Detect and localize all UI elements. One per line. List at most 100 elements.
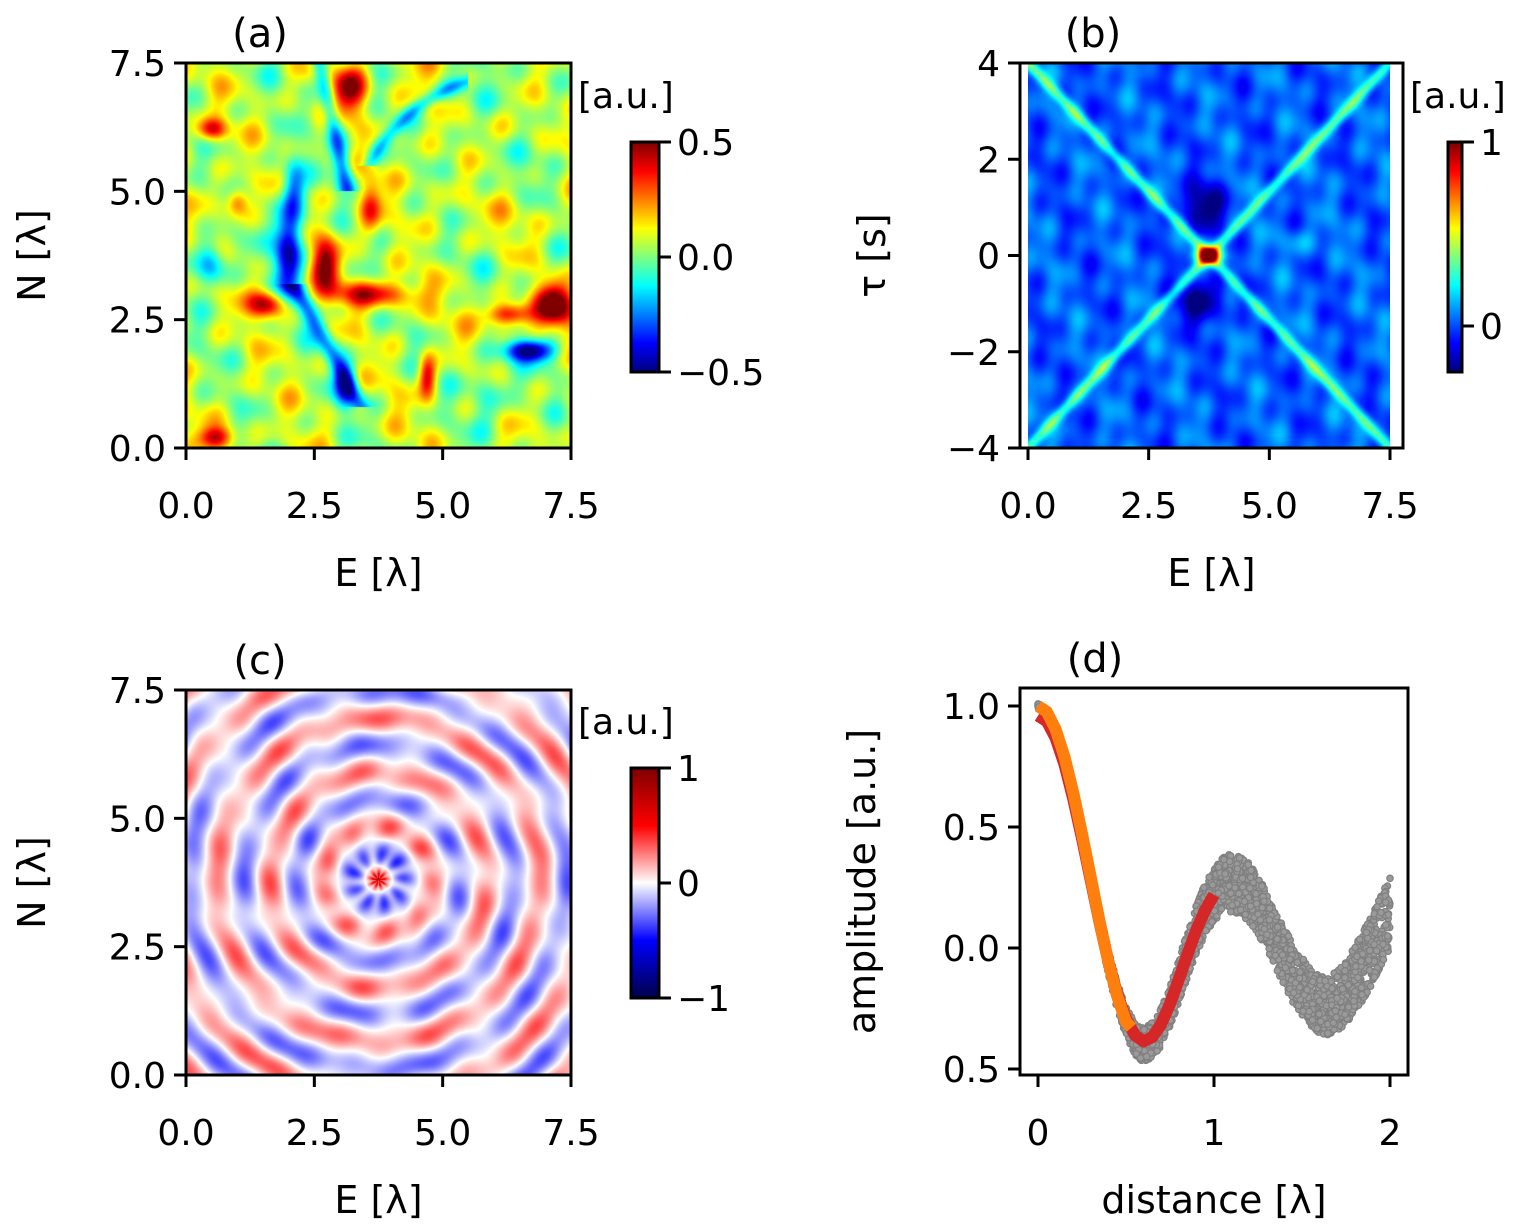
scatter-point [1200, 883, 1208, 892]
scatter-point [1315, 997, 1324, 1005]
colorbar-tick-label: 1 [1480, 123, 1503, 164]
scatter-point [1225, 857, 1234, 866]
scatter-point [1313, 1024, 1322, 1033]
scatter-point [1273, 966, 1282, 975]
axis-padding [1390, 63, 1403, 448]
y-axis-label: τ [s] [850, 213, 894, 297]
scatter-point [1258, 903, 1267, 912]
scatter-point [1353, 952, 1361, 961]
scatter-point [1286, 955, 1294, 964]
y-tick-label: 5.0 [109, 172, 166, 213]
scatter-point [1366, 982, 1375, 991]
heatmap-a [186, 63, 571, 448]
x-tick-label: 0.0 [157, 1113, 214, 1154]
scatter-point [1350, 997, 1358, 1005]
scatter-point [1364, 956, 1373, 964]
y-tick-label: −2 [947, 333, 1000, 374]
y-tick-label: 0.5 [943, 808, 1000, 849]
scatter-point [1252, 889, 1260, 898]
scatter-point [1241, 910, 1250, 919]
x-axis-label: E [λ] [334, 551, 422, 595]
scatter-point [1140, 1025, 1148, 1034]
scatter-point [1244, 860, 1252, 869]
scatter-point [1260, 897, 1268, 906]
scatter-point [1231, 884, 1239, 892]
scatter-point [1273, 923, 1282, 931]
panel-label: (d) [1067, 636, 1124, 682]
scatter-point [1351, 987, 1359, 996]
x-tick-label: 2.5 [286, 486, 343, 527]
x-tick-label: 2 [1379, 1113, 1402, 1154]
scatter-point [1381, 898, 1390, 907]
colorbar-tick-label: 0.0 [677, 238, 734, 279]
colorbar-c [631, 768, 659, 998]
heatmap-c [186, 690, 571, 1075]
scatter-point [1294, 1001, 1303, 1010]
scatter-point [1279, 978, 1287, 987]
scatter-point [1303, 985, 1311, 994]
scatter-point [1235, 854, 1244, 862]
y-tick-label: 0.5 [943, 1050, 1000, 1091]
scatter-point [1221, 870, 1229, 878]
scatter-point [1328, 984, 1336, 993]
scatter-point [1316, 1017, 1325, 1026]
scatter-point [1327, 977, 1336, 986]
scatter-point [1233, 864, 1242, 873]
scatter-point [1214, 863, 1223, 871]
colorbar-label: [a.u.] [1410, 76, 1506, 117]
scatter-point [1228, 901, 1236, 910]
scatter-point [1299, 955, 1308, 964]
colorbar-tick-label: 0 [1480, 307, 1503, 348]
y-tick-label: 5.0 [109, 799, 166, 840]
scatter-point [1383, 932, 1392, 940]
scatter-point [1246, 873, 1255, 882]
x-tick-label: 2.5 [286, 1113, 343, 1154]
scatter-point [1246, 884, 1254, 892]
scatter-point [1208, 918, 1216, 926]
plot-frame [184, 61, 573, 450]
scatter-point [1370, 973, 1379, 981]
scatter-point [1258, 882, 1266, 890]
plot-frame [1018, 61, 1405, 450]
colorbar-label: [a.u.] [578, 76, 674, 117]
scatter-point [1296, 968, 1304, 976]
plot-frame [184, 688, 573, 1077]
scatter-point [1355, 935, 1364, 944]
y-tick-label: 0.0 [943, 929, 1000, 970]
scatter-point [1329, 1019, 1338, 1027]
scatter-point [1341, 960, 1350, 969]
x-tick-label: 7.5 [1361, 486, 1418, 527]
scatter-point [1136, 1054, 1145, 1062]
y-tick-label: 7.5 [109, 671, 166, 712]
scatter-point [1382, 921, 1390, 929]
x-tick-label: 5.0 [414, 1113, 471, 1154]
scatter-point [1205, 873, 1213, 881]
y-tick-label: 2.5 [109, 928, 166, 969]
y-tick-label: 2.5 [109, 301, 166, 342]
scatter-point [1263, 930, 1271, 939]
scatter-point [1357, 983, 1366, 992]
scatter-point [1308, 1016, 1317, 1024]
scatter-point [1284, 932, 1293, 940]
scatter-point [1333, 973, 1342, 981]
scatter-point [1256, 934, 1265, 943]
colorbar-frame [629, 766, 661, 1000]
y-axis-label: N [λ] [10, 209, 54, 302]
scatter-point [1240, 897, 1249, 906]
scatter-point [1324, 1029, 1332, 1038]
scatter-point [1315, 1010, 1323, 1018]
x-tick-label: 5.0 [414, 486, 471, 527]
scatter-point [1321, 977, 1329, 985]
scatter-point [1265, 916, 1274, 924]
y-tick-label: 7.5 [109, 44, 166, 85]
scatter-point [1288, 966, 1297, 975]
x-tick-label: 5.0 [1241, 486, 1298, 527]
x-tick-label: 0.0 [157, 486, 214, 527]
x-axis-label: distance [λ] [1101, 1178, 1326, 1222]
colorbar-a [631, 142, 659, 372]
scatter-point [1281, 963, 1290, 972]
x-tick-label: 1 [1203, 1113, 1226, 1154]
y-tick-label: 4 [977, 44, 1000, 85]
y-tick-label: 1.0 [943, 687, 1000, 728]
scatter-point [1271, 951, 1280, 960]
